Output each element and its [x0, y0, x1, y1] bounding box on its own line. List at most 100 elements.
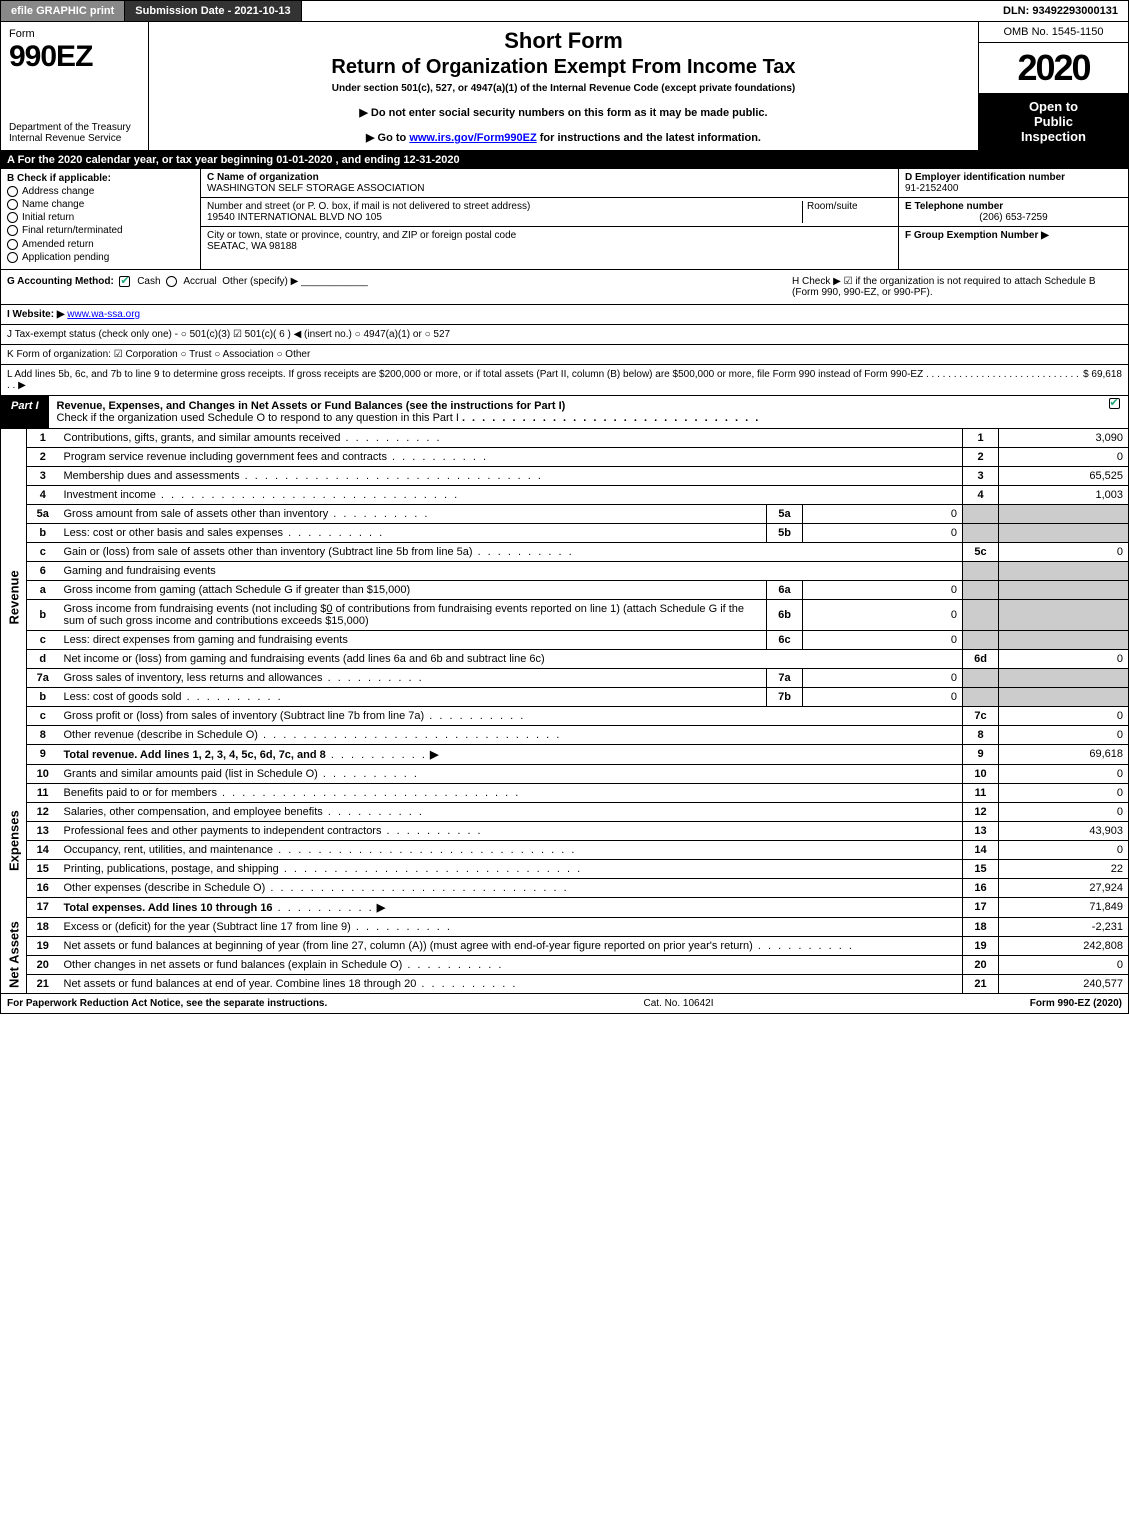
desc: Salaries, other compensation, and employ… — [64, 806, 323, 818]
amt: 65,525 — [999, 466, 1129, 485]
desc: Total revenue. Add lines 1, 2, 3, 4, 5c,… — [64, 749, 326, 761]
amt: -2,231 — [999, 917, 1129, 936]
line-gh: G Accounting Method: Cash Accrual Other … — [0, 270, 1129, 305]
row-2: 2 Program service revenue including gove… — [1, 447, 1129, 466]
part1-tab: Part I — [1, 396, 49, 428]
line-k: K Form of organization: ☑ Corporation ○ … — [0, 345, 1129, 365]
cb-address-change[interactable]: Address change — [7, 186, 194, 197]
city-value: SEATAC, WA 98188 — [207, 241, 297, 252]
desc: Gross sales of inventory, less returns a… — [64, 672, 323, 684]
ein-label: D Employer identification number — [905, 172, 1065, 183]
footer-left: For Paperwork Reduction Act Notice, see … — [7, 998, 327, 1009]
numcol-grey — [963, 580, 999, 599]
ln: c — [27, 542, 59, 561]
submission-date-button[interactable]: Submission Date - 2021-10-13 — [125, 1, 301, 21]
cb-initial-return[interactable]: Initial return — [7, 212, 194, 223]
ln: a — [27, 580, 59, 599]
amt-grey — [999, 504, 1129, 523]
desc: Total expenses. Add lines 10 through 16 — [64, 902, 273, 914]
cb-application-pending[interactable]: Application pending — [7, 252, 194, 263]
part1-title: Revenue, Expenses, and Changes in Net As… — [49, 396, 1104, 428]
cb-amended-return[interactable]: Amended return — [7, 239, 194, 250]
open-line3: Inspection — [983, 129, 1124, 144]
form-word: Form — [9, 28, 140, 40]
ln: 8 — [27, 725, 59, 744]
ln: 12 — [27, 802, 59, 821]
row-3: 3 Membership dues and assessments 3 65,5… — [1, 466, 1129, 485]
desc: Membership dues and assessments — [64, 470, 240, 482]
header-left: Form 990EZ Department of the Treasury In… — [1, 22, 149, 150]
subamt: 0 — [803, 504, 963, 523]
numcol: 15 — [963, 859, 999, 878]
sublbl: 6c — [767, 630, 803, 649]
row-15: 15 Printing, publications, postage, and … — [1, 859, 1129, 878]
numcol-grey — [963, 668, 999, 687]
ln: 21 — [27, 974, 59, 993]
footer-cat-no: Cat. No. 10642I — [327, 998, 1029, 1009]
form-subtitle: Under section 501(c), 527, or 4947(a)(1)… — [159, 83, 968, 94]
ln: b — [27, 523, 59, 542]
cb-name-change[interactable]: Name change — [7, 199, 194, 210]
desc: Grants and similar amounts paid (list in… — [64, 768, 318, 780]
row-5a: 5a Gross amount from sale of assets othe… — [1, 504, 1129, 523]
subamt: 0 — [803, 668, 963, 687]
ein-row: D Employer identification number 91-2152… — [899, 169, 1128, 198]
amt-grey — [999, 523, 1129, 542]
desc: Occupancy, rent, utilities, and maintena… — [64, 844, 274, 856]
amt: 0 — [999, 764, 1129, 783]
sublbl: 5b — [767, 523, 803, 542]
numcol: 3 — [963, 466, 999, 485]
numcol: 5c — [963, 542, 999, 561]
sublbl: 6a — [767, 580, 803, 599]
cb-accrual[interactable] — [166, 276, 177, 287]
ln: b — [27, 599, 59, 630]
subamt: 0 — [803, 630, 963, 649]
dln-label: DLN: 93492293000131 — [993, 1, 1128, 21]
desc: Excess or (deficit) for the year (Subtra… — [64, 921, 351, 933]
irs-link[interactable]: www.irs.gov/Form990EZ — [409, 132, 536, 144]
desc: Less: cost or other basis and sales expe… — [64, 527, 284, 539]
amt: 0 — [999, 542, 1129, 561]
amt: 0 — [999, 802, 1129, 821]
city-label: City or town, state or province, country… — [207, 230, 516, 241]
ln: 11 — [27, 783, 59, 802]
row-21: 21 Net assets or fund balances at end of… — [1, 974, 1129, 993]
form-number: 990EZ — [9, 40, 140, 74]
numcol: 11 — [963, 783, 999, 802]
cb-label: Initial return — [22, 212, 74, 223]
row-6a: a Gross income from gaming (attach Sched… — [1, 580, 1129, 599]
row-7b: b Less: cost of goods sold 7b 0 — [1, 687, 1129, 706]
subamt: 0 — [803, 599, 963, 630]
form-title-2: Return of Organization Exempt From Incom… — [159, 56, 968, 79]
group-exemption-label: F Group Exemption Number ▶ — [905, 230, 1049, 241]
line-h: H Check ▶ ☑ if the organization is not r… — [792, 276, 1122, 298]
ln: 1 — [27, 429, 59, 448]
org-name-row: C Name of organization WASHINGTON SELF S… — [201, 169, 898, 198]
row-18: Net Assets 18 Excess or (deficit) for th… — [1, 917, 1129, 936]
row-16: 16 Other expenses (describe in Schedule … — [1, 878, 1129, 897]
tax-year: 2020 — [979, 43, 1128, 93]
ln: 3 — [27, 466, 59, 485]
efile-print-button[interactable]: efile GRAPHIC print — [1, 1, 125, 21]
sublbl: 7a — [767, 668, 803, 687]
numcol: 17 — [963, 897, 999, 917]
netassets-side-label: Net Assets — [1, 917, 27, 993]
row-6d: d Net income or (loss) from gaming and f… — [1, 649, 1129, 668]
part1-checkbox[interactable] — [1104, 396, 1128, 428]
omb-number: OMB No. 1545-1150 — [979, 22, 1128, 43]
form-title-1: Short Form — [159, 28, 968, 54]
amt: 3,090 — [999, 429, 1129, 448]
website-link[interactable]: www.wa-ssa.org — [67, 309, 140, 320]
ln: c — [27, 630, 59, 649]
ln: 18 — [27, 917, 59, 936]
numcol: 12 — [963, 802, 999, 821]
cb-cash[interactable] — [119, 276, 130, 287]
cb-final-return[interactable]: Final return/terminated — [7, 225, 194, 236]
line-j: J Tax-exempt status (check only one) - ○… — [0, 325, 1129, 345]
row-4: 4 Investment income 4 1,003 — [1, 485, 1129, 504]
amt: 22 — [999, 859, 1129, 878]
dept-line2: Internal Revenue Service — [9, 133, 140, 144]
amt: 69,618 — [999, 744, 1129, 764]
sublbl: 6b — [767, 599, 803, 630]
instruction-2: ▶ Go to www.irs.gov/Form990EZ for instru… — [159, 131, 968, 144]
